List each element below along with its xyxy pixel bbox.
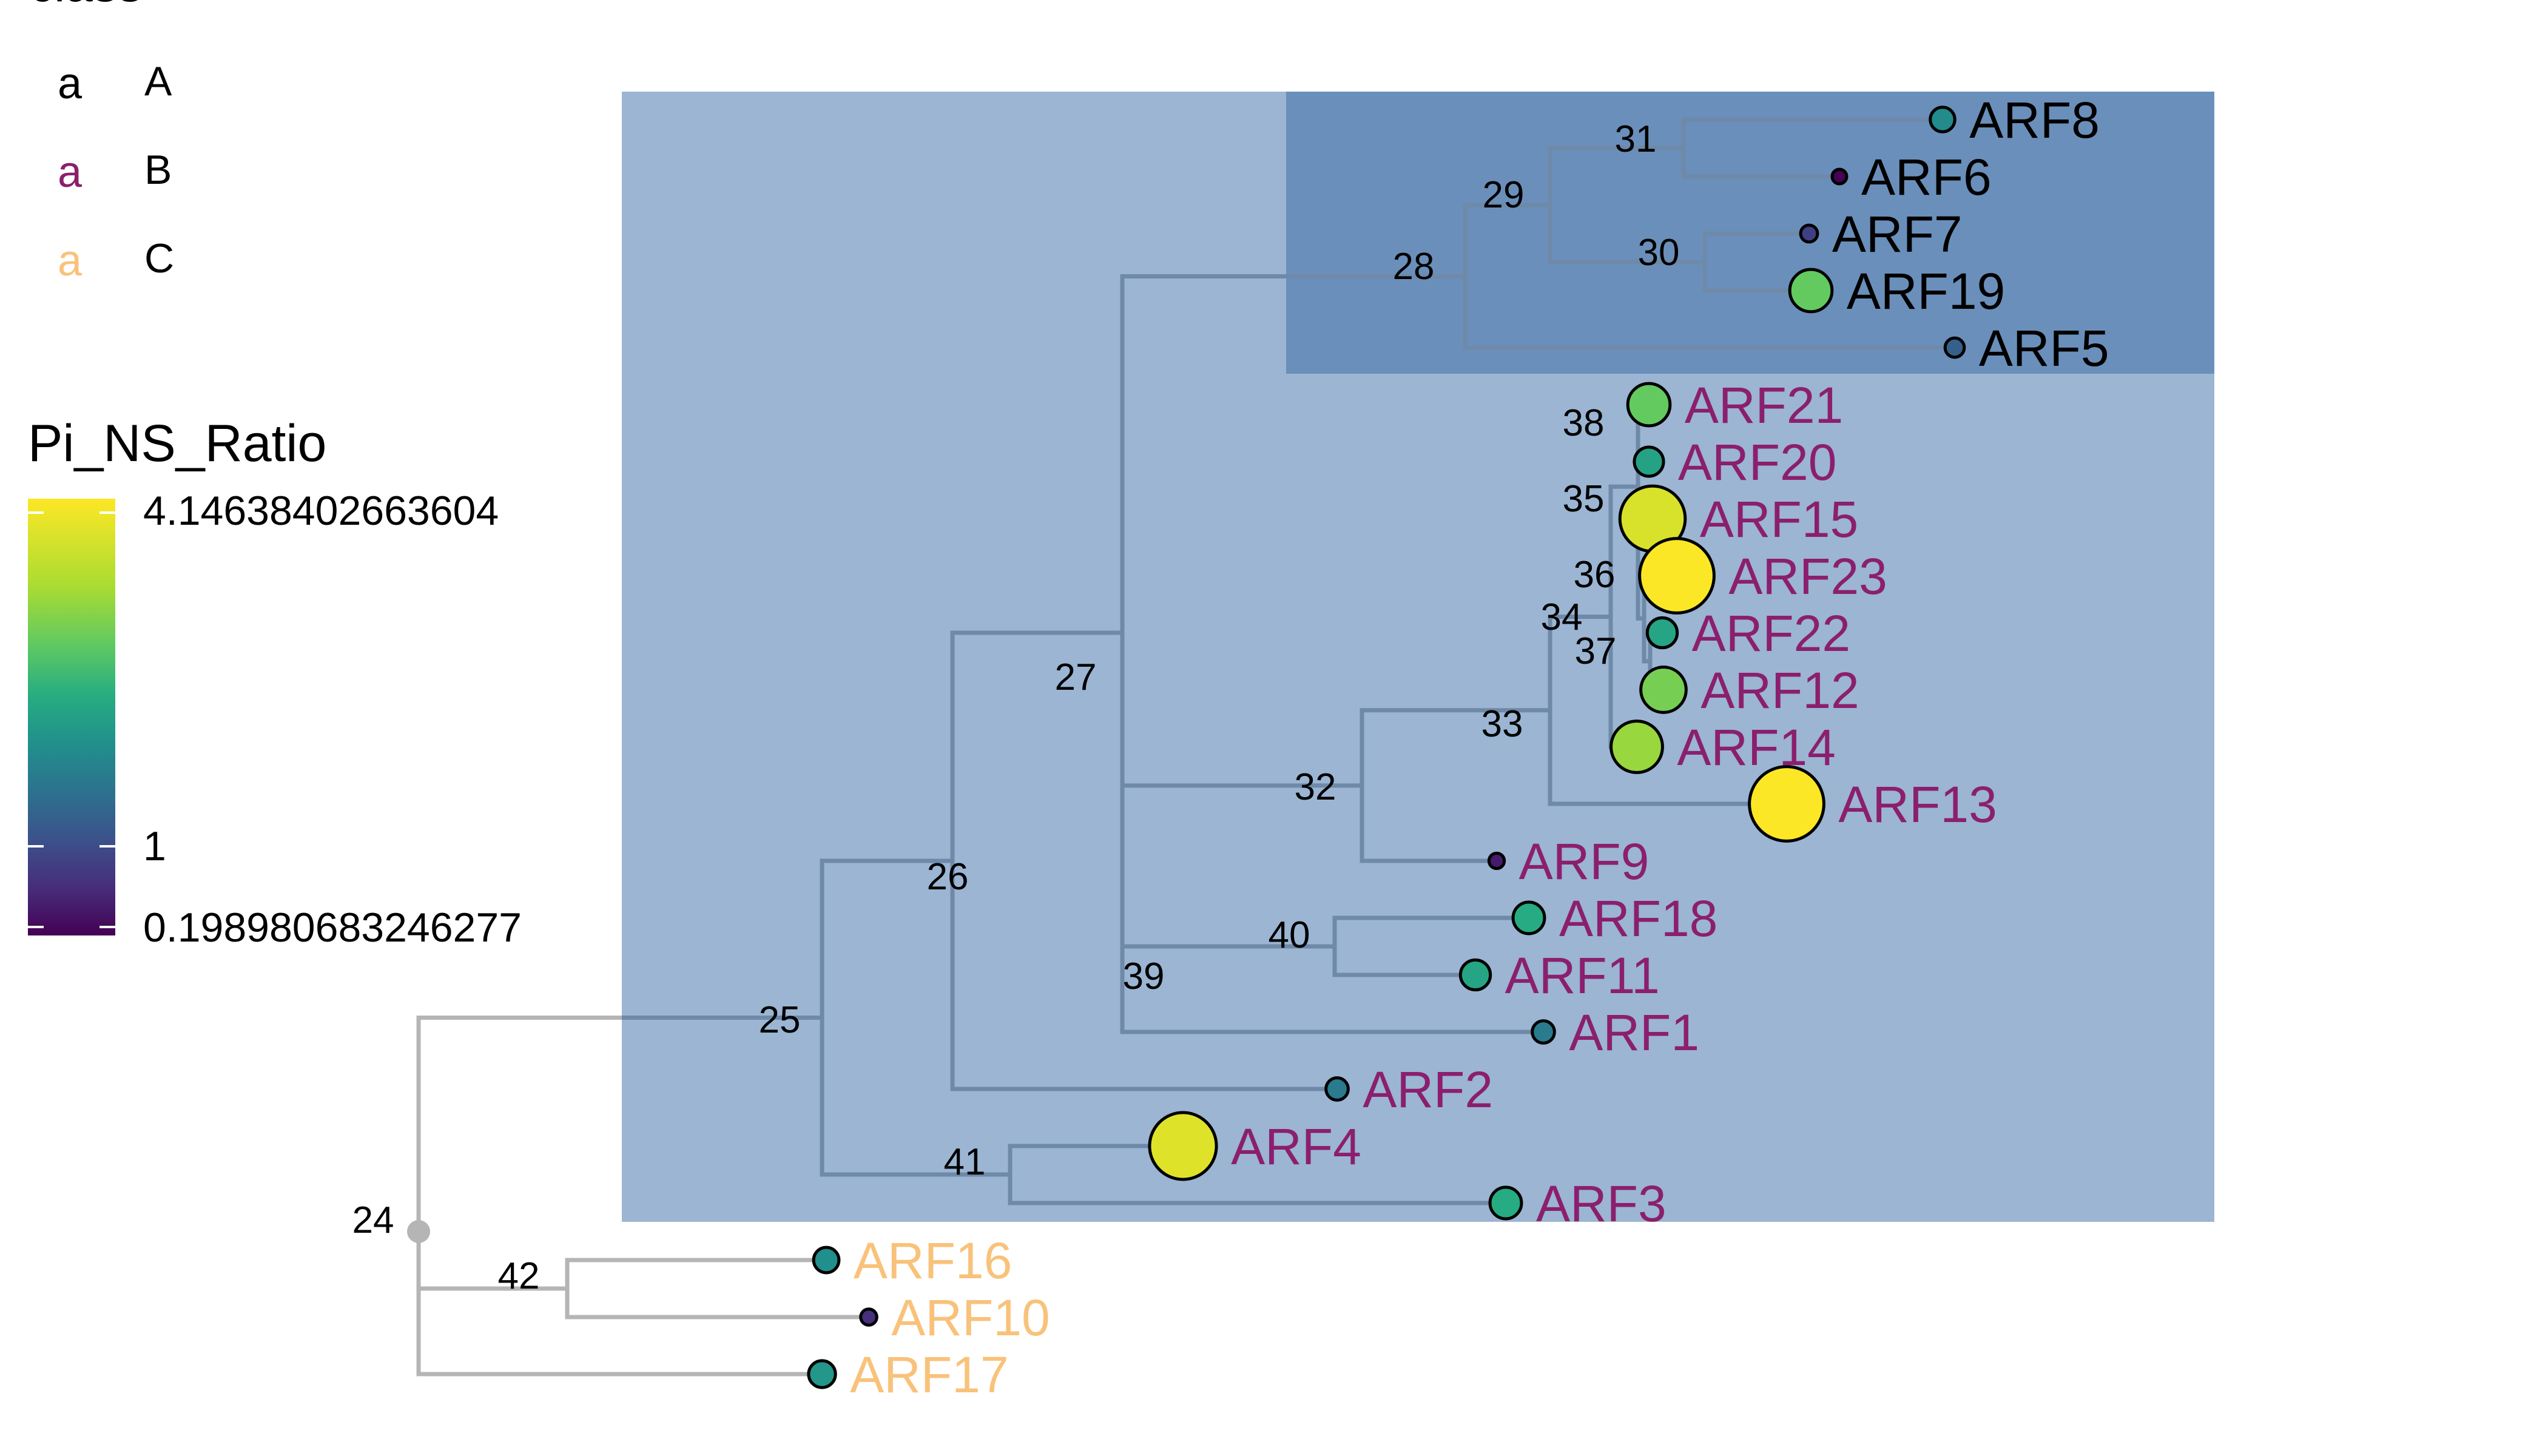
- tip-label: ARF23: [1728, 548, 1887, 605]
- internal-node-label: 34: [1541, 596, 1583, 638]
- tip-label: ARF3: [1536, 1175, 1667, 1232]
- tip-label: ARF22: [1692, 605, 1850, 662]
- tip-label: ARF10: [891, 1289, 1050, 1346]
- internal-node-label: 35: [1563, 478, 1605, 520]
- tip-label: ARF8: [1969, 92, 2100, 149]
- tip-point: [1488, 1185, 1523, 1221]
- internal-node-label: 24: [352, 1199, 394, 1241]
- class-legend-title: class: [29, 0, 143, 12]
- internal-node-label: 29: [1483, 174, 1525, 216]
- tip-point: [1943, 336, 1966, 359]
- tip-label: ARF19: [1847, 263, 2005, 320]
- internal-node-label: 41: [944, 1141, 986, 1183]
- tip-point: [1633, 445, 1665, 478]
- class-legend-label: C: [144, 235, 174, 281]
- class-legend-item-c: a C: [58, 235, 174, 285]
- tip-point: [859, 1307, 878, 1327]
- class-legend-label: A: [144, 58, 172, 104]
- tree-tips: ARF8ARF6ARF7ARF19ARF5ARF21ARF20ARF15ARF2…: [807, 92, 2109, 1403]
- ratio-legend-min-label: 0.198980683246277: [143, 905, 522, 951]
- tip-label: ARF20: [1678, 434, 1836, 491]
- root-node-marker: [407, 1220, 430, 1243]
- tip-label: ARF12: [1700, 662, 1859, 719]
- internal-node-label: 31: [1615, 118, 1657, 160]
- tip-label: ARF14: [1677, 719, 1835, 776]
- class-legend-label: B: [144, 147, 172, 193]
- ratio-colorbar: [28, 499, 115, 935]
- tip-label: ARF9: [1519, 833, 1650, 890]
- tip-point: [1799, 223, 1819, 244]
- tip-point: [1531, 1019, 1556, 1045]
- internal-node-label: 42: [498, 1255, 540, 1297]
- class-legend-item-a: a A: [58, 58, 172, 108]
- internal-node-label: 32: [1295, 766, 1336, 808]
- ratio-legend: Pi_NS_Ratio 4.14638402663604 1 0.1989806…: [28, 414, 522, 951]
- class-legend-item-b: a B: [58, 147, 172, 197]
- tip-label: ARF2: [1363, 1061, 1493, 1118]
- tip-label: ARF13: [1838, 776, 1997, 833]
- internal-node-label: 28: [1393, 246, 1435, 288]
- tip-point: [1626, 382, 1672, 428]
- class-legend: class a A a B a C: [29, 0, 174, 285]
- class-legend-glyph: a: [58, 148, 83, 197]
- tip-point: [1458, 958, 1492, 992]
- tip-point: [1830, 167, 1849, 186]
- internal-node-label: 26: [927, 856, 969, 898]
- tip-label: ARF6: [1861, 149, 1992, 206]
- tip-point: [1148, 1111, 1218, 1181]
- tip-point: [1609, 720, 1664, 774]
- tip-label: ARF21: [1685, 377, 1843, 434]
- ratio-colorbar-ticks: [28, 511, 115, 928]
- tip-point: [807, 1359, 837, 1389]
- tip-label: ARF1: [1569, 1004, 1699, 1061]
- tip-label: ARF17: [850, 1346, 1008, 1403]
- internal-node-label: 38: [1563, 402, 1605, 444]
- internal-node-label: 33: [1481, 703, 1523, 745]
- internal-node-label: 25: [759, 999, 801, 1041]
- tip-point: [1788, 268, 1834, 314]
- internal-node-label: 39: [1123, 956, 1165, 997]
- tip-label: ARF16: [854, 1232, 1012, 1289]
- tip-point: [1639, 666, 1688, 714]
- class-legend-glyph: a: [58, 59, 83, 108]
- tip-point: [1748, 765, 1825, 843]
- tip-label: ARF5: [1979, 320, 2109, 377]
- class-legend-glyph: a: [58, 237, 83, 285]
- tip-label: ARF11: [1505, 947, 1660, 1004]
- tip-point: [1929, 106, 1956, 133]
- tip-point: [1638, 537, 1716, 615]
- tip-point: [1645, 616, 1679, 650]
- tip-point: [1324, 1076, 1350, 1102]
- node-labels: 24 25 26 27 28 29 30 31 32 33 34 35 36 37 38 39 40 41 42: [352, 118, 1680, 1297]
- ratio-legend-title: Pi_NS_Ratio: [28, 414, 326, 473]
- tip-point: [812, 1245, 841, 1275]
- tip-point: [1511, 900, 1546, 935]
- ratio-legend-mid-label: 1: [143, 823, 166, 869]
- internal-node-label: 36: [1574, 554, 1616, 596]
- tip-label: ARF7: [1832, 206, 1963, 263]
- tip-label: ARF15: [1700, 491, 1858, 548]
- tip-label: ARF18: [1559, 890, 1717, 947]
- internal-node-label: 27: [1055, 656, 1097, 698]
- tip-label: ARF4: [1231, 1118, 1361, 1175]
- internal-node-label: 37: [1575, 630, 1617, 672]
- internal-node-label: 40: [1269, 914, 1310, 956]
- ratio-legend-max-label: 4.14638402663604: [143, 488, 499, 534]
- internal-node-label: 30: [1638, 232, 1680, 274]
- tip-point: [1487, 851, 1506, 871]
